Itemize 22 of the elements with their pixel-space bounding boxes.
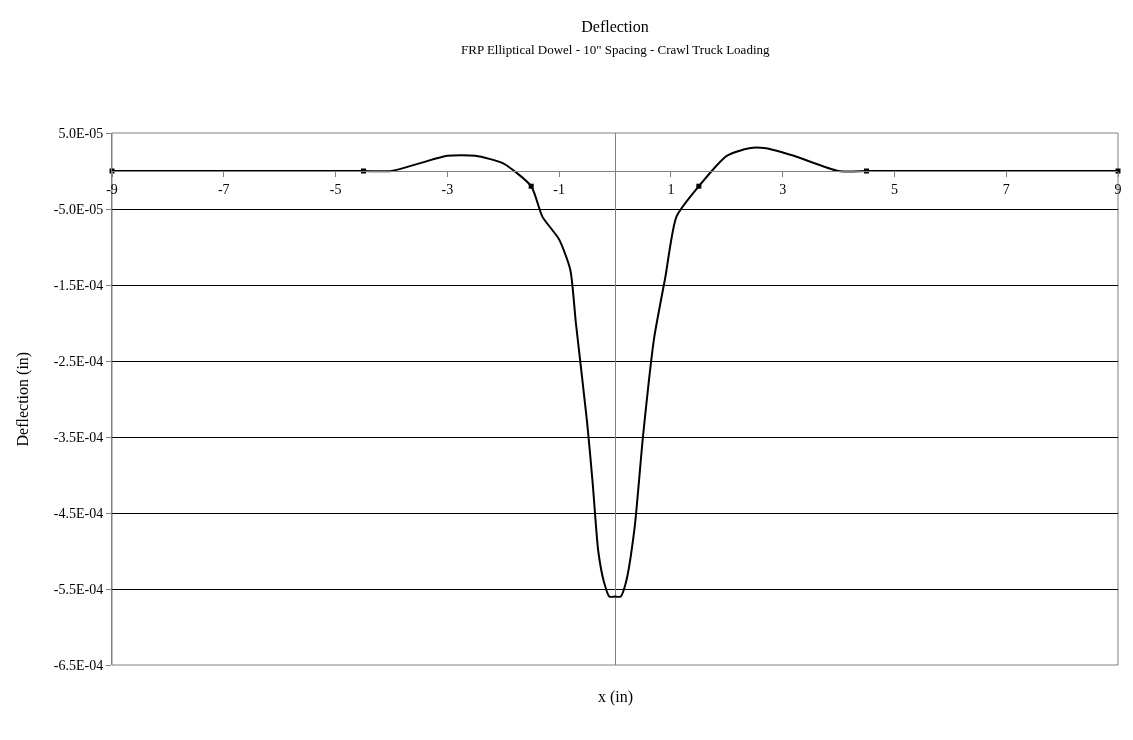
y-tick-label: -5.0E-05 [53, 201, 104, 217]
x-tick-label: 7 [1002, 181, 1010, 197]
y-tick-label: -2.5E-04 [53, 353, 104, 369]
chart-subtitle: FRP Elliptical Dowel - 10" Spacing - Crawl Truck Loading [461, 42, 770, 57]
y-tick-label: -6.5E-04 [53, 657, 104, 673]
x-tick-label: -3 [441, 181, 454, 197]
y-tick-label: -1.5E-04 [53, 277, 104, 293]
x-tick-label: 1 [667, 181, 675, 197]
y-tick-label: -4.5E-04 [53, 505, 104, 521]
x-tick-label: -9 [106, 181, 118, 197]
chart-title: Deflection [581, 17, 649, 35]
x-tick-label: 9 [1114, 181, 1122, 197]
x-tick-label: -7 [217, 181, 230, 197]
y-tick-label: 5.0E-05 [58, 125, 104, 141]
y-tick-label: -5.5E-04 [53, 581, 104, 597]
y-axis-title: Deflection (in) [14, 351, 33, 447]
x-tick-label: -5 [329, 181, 342, 197]
x-axis-title: x (in) [598, 688, 634, 706]
x-tick-label: -1 [553, 181, 565, 197]
y-tick-label: -3.5E-04 [53, 429, 104, 445]
x-tick-label: 3 [779, 181, 787, 197]
x-tick-label: 5 [890, 181, 898, 197]
